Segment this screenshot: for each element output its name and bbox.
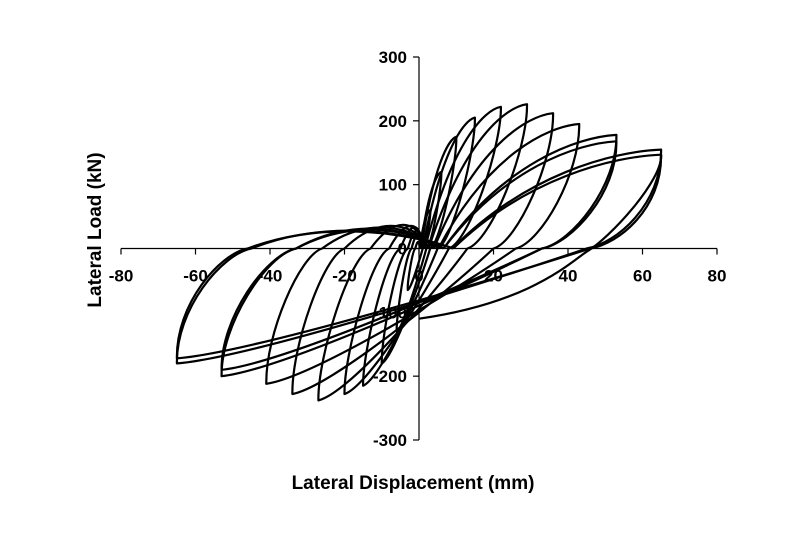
x-ticks: -80 -60 -40 -20 0 20 40 60 80 [109, 248, 727, 286]
y-tick-label: -300 [373, 431, 407, 450]
hysteresis-loop [175, 153, 663, 360]
hysteresis-loop [406, 209, 432, 292]
final-unloading-branch [418, 154, 663, 320]
hysteresis-loop [291, 112, 555, 396]
x-axis-title: Lateral Displacement (mm) [292, 473, 535, 494]
x-tick-label: 60 [633, 267, 652, 286]
y-tick-label: -200 [373, 367, 407, 386]
hysteresis-loop [220, 140, 618, 371]
y-axis-title: Lateral Load (kN) [85, 152, 106, 307]
x-tick-label: -40 [258, 267, 283, 286]
y-ticks: -300 -200 -100 0 100 200 300 [373, 48, 419, 450]
y-tick-label: 0 [398, 240, 407, 259]
hysteresis-loops [175, 103, 663, 402]
x-tick-label: 0 [414, 267, 423, 286]
x-tick-label: -80 [109, 267, 134, 286]
x-tick-label: -60 [183, 267, 208, 286]
x-tick-label: -20 [332, 267, 357, 286]
y-tick-label: 200 [379, 112, 407, 131]
y-tick-label: 300 [379, 48, 407, 67]
x-tick-label: 40 [559, 267, 578, 286]
x-tick-label: 80 [708, 267, 727, 286]
y-tick-label: 100 [379, 176, 407, 195]
hysteresis-loop [265, 122, 581, 385]
y-tick-label: -100 [373, 303, 407, 322]
x-tick-label: 20 [484, 267, 503, 286]
